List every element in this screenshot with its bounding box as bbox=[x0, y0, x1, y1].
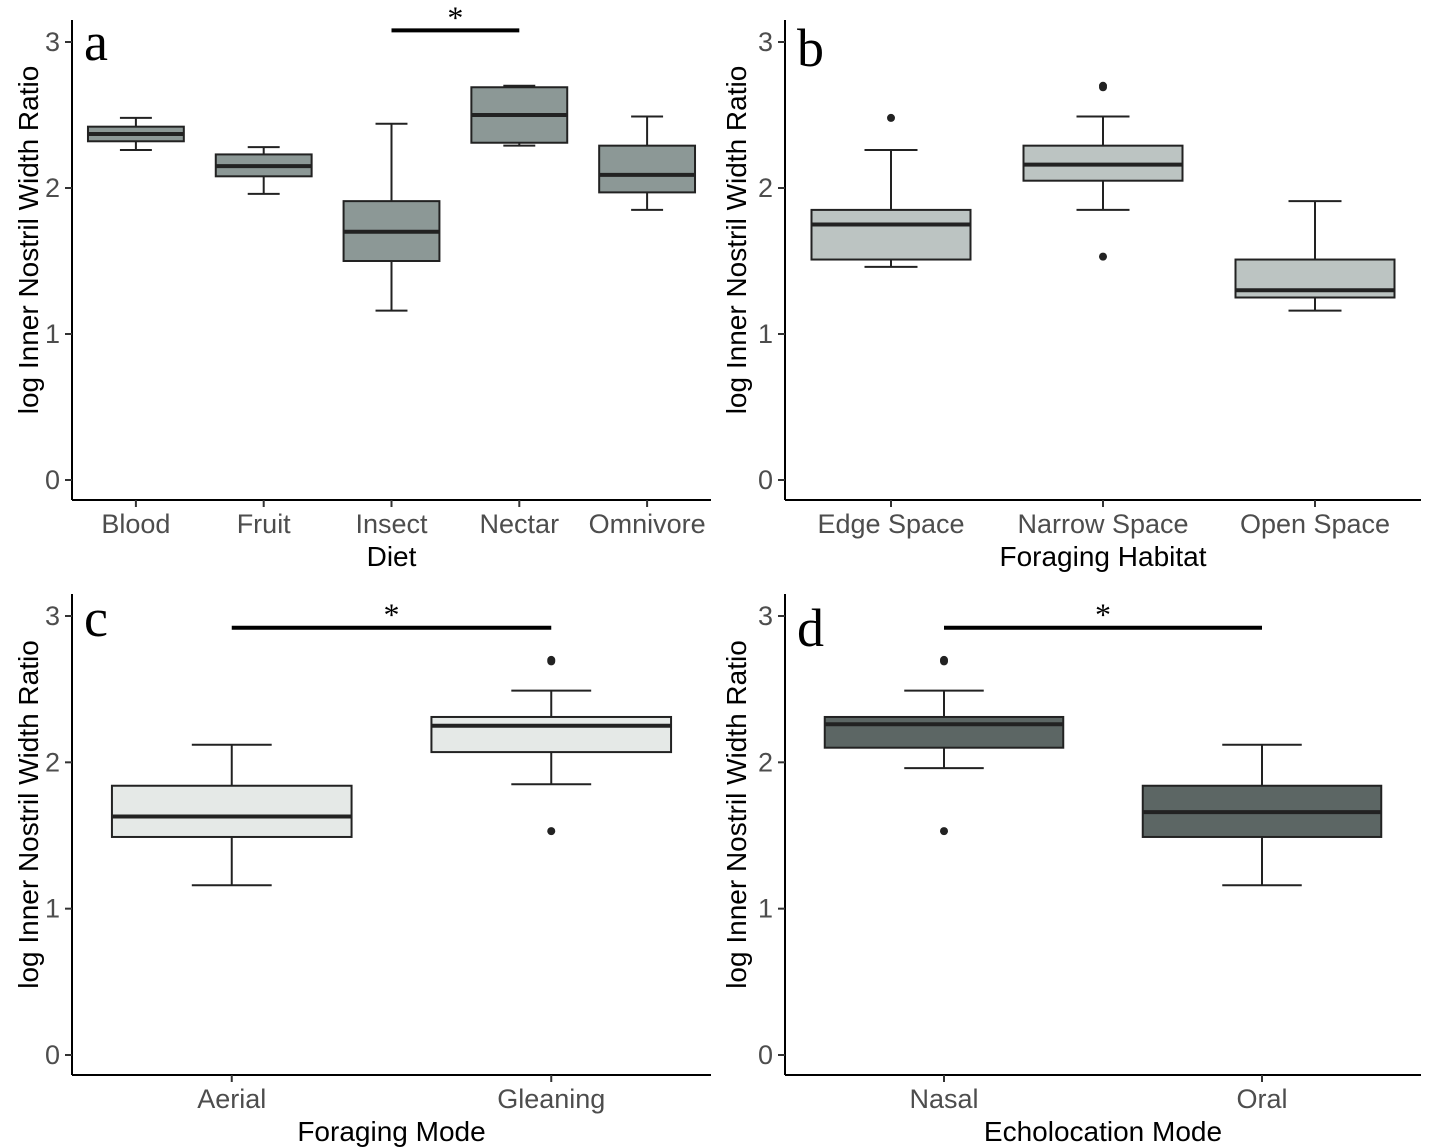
significance-label: * bbox=[1095, 597, 1111, 633]
y-tick-label: 1 bbox=[758, 894, 773, 924]
significance-label: * bbox=[384, 597, 400, 633]
y-axis-title: log Inner Nostril Width Ratio bbox=[13, 66, 44, 415]
x-axis-title: Echolocation Mode bbox=[984, 1116, 1222, 1147]
x-tick-label: Aerial bbox=[197, 1084, 266, 1114]
panel-letter: d bbox=[797, 598, 824, 658]
x-axis-title: Diet bbox=[367, 541, 417, 572]
significance-label: * bbox=[447, 0, 463, 35]
panel-b: 0 1 2 3 Edge Space Narrow Space Open Space Fora… bbox=[721, 18, 1421, 572]
x-tick-label: Gleaning bbox=[497, 1084, 605, 1114]
y-axis-title: log Inner Nostril Width Ratio bbox=[721, 66, 752, 415]
x-tick-label: Blood bbox=[101, 509, 170, 539]
panel-letter: a bbox=[84, 12, 108, 72]
y-tick-label: 2 bbox=[45, 747, 60, 777]
y-tick-label: 2 bbox=[758, 747, 773, 777]
box-1 bbox=[1141, 743, 1383, 887]
y-tick-label: 3 bbox=[45, 601, 60, 631]
box-iqr bbox=[430, 715, 673, 754]
y-tick-label: 1 bbox=[45, 894, 60, 924]
panel-c: 0 1 2 3 Aerial Gleaning Foraging Mode log Inner… bbox=[13, 588, 711, 1147]
panel-a: 0 1 2 3 Blood Fruit Insect Nectar Omnivore Diet lo… bbox=[13, 0, 711, 572]
outlier-point bbox=[1099, 81, 1107, 90]
x-tick-label: Omnivore bbox=[589, 509, 706, 539]
y-tick-label: 2 bbox=[45, 173, 60, 203]
y-tick-label: 3 bbox=[758, 601, 773, 631]
box-0 bbox=[823, 655, 1065, 836]
outlier-point bbox=[940, 655, 948, 664]
box-0 bbox=[110, 743, 353, 887]
x-tick-label: Nectar bbox=[480, 509, 560, 539]
box-iqr bbox=[110, 784, 353, 838]
y-tick-label: 0 bbox=[758, 1040, 773, 1070]
y-tick-label: 0 bbox=[45, 1040, 60, 1070]
y-tick-label: 1 bbox=[758, 319, 773, 349]
panel-d: 0 1 2 3 Nasal Oral Echolocation Mode log Inner … bbox=[721, 594, 1421, 1147]
y-tick-label: 0 bbox=[45, 465, 60, 495]
x-tick-label: Nasal bbox=[909, 1084, 978, 1114]
x-axis-title: Foraging Mode bbox=[297, 1116, 485, 1147]
outlier-point bbox=[547, 655, 556, 664]
outlier-point bbox=[1099, 252, 1107, 261]
box-1 bbox=[1022, 81, 1184, 261]
x-tick-label: Open Space bbox=[1240, 509, 1390, 539]
box-1 bbox=[214, 146, 313, 195]
x-tick-label: Insect bbox=[355, 509, 428, 539]
box-3 bbox=[470, 84, 569, 147]
box-iqr bbox=[598, 144, 697, 194]
outlier-point bbox=[887, 113, 895, 122]
y-tick-label: 3 bbox=[45, 27, 60, 57]
box-2 bbox=[342, 122, 441, 312]
box-iqr bbox=[823, 715, 1065, 749]
y-axis-title: log Inner Nostril Width Ratio bbox=[13, 640, 44, 989]
x-tick-label: Narrow Space bbox=[1017, 509, 1188, 539]
box-4 bbox=[598, 115, 697, 211]
box-1 bbox=[430, 655, 673, 836]
outlier-point bbox=[940, 827, 948, 836]
y-tick-label: 1 bbox=[45, 319, 60, 349]
box-0 bbox=[810, 113, 972, 268]
x-tick-label: Fruit bbox=[237, 509, 291, 539]
box-iqr bbox=[810, 208, 972, 261]
y-tick-label: 0 bbox=[758, 465, 773, 495]
y-tick-label: 2 bbox=[758, 173, 773, 203]
panel-letter: b bbox=[797, 18, 824, 78]
x-tick-label: Oral bbox=[1236, 1084, 1287, 1114]
x-tick-label: Edge Space bbox=[817, 509, 964, 539]
y-tick-label: 3 bbox=[758, 27, 773, 57]
y-axis-title: log Inner Nostril Width Ratio bbox=[721, 640, 752, 989]
box-2 bbox=[1234, 200, 1396, 312]
x-axis-title: Foraging Habitat bbox=[999, 541, 1206, 572]
panel-letter: c bbox=[84, 588, 108, 648]
box-0 bbox=[86, 116, 185, 152]
outlier-point bbox=[547, 827, 556, 836]
